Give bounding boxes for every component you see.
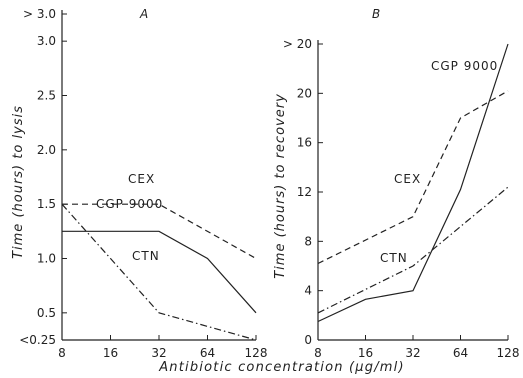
panel-b-series-label-cgp-9000: CGP 9000 bbox=[431, 59, 498, 73]
panel-b-series-cgp-9000 bbox=[317, 43, 509, 323]
panel-b-x-tick-label: 128 bbox=[497, 346, 520, 360]
panel-b-x-tick-label: 64 bbox=[453, 346, 468, 360]
panel-b-y-tick-label: 8 bbox=[304, 234, 312, 248]
panel-b-y-axis-title: Time (hours) to recovery bbox=[273, 93, 288, 279]
panel-a-x-tick-label: 32 bbox=[151, 346, 166, 360]
panel-b-y-tick-label: 12 bbox=[297, 185, 312, 199]
panel-a-series-label-cex: CEX bbox=[128, 172, 155, 186]
panel-b-series-cex bbox=[317, 90, 509, 265]
panel-a-series-cgp-9000 bbox=[62, 230, 257, 314]
panel-b-x-tick-label: 32 bbox=[405, 346, 420, 360]
panel-a-chart: 8 16 32 64 128 <0.25 0.5 1.0 1.5 2.0 2.5 3.0 > 3.0 A T… bbox=[11, 7, 267, 360]
panel-b-y-tick-label: > 20 bbox=[283, 37, 312, 51]
panel-a-y-axis-title: Time (hours) to lysis bbox=[11, 105, 26, 259]
panel-b-x-tick-label: 8 bbox=[314, 346, 322, 360]
panel-a-y-tick-label: 3.0 bbox=[37, 34, 56, 48]
panel-a-label: A bbox=[139, 7, 148, 21]
panel-b-chart: 8 16 32 64 128 0 4 8 12 16 20 > 20 B Time (hours) to … bbox=[273, 7, 519, 360]
panel-a-x-tick-label: 64 bbox=[200, 346, 215, 360]
panel-a-series-cex bbox=[62, 203, 257, 260]
panel-a-series-label-cgp-9000: CGP 9000 bbox=[96, 197, 163, 211]
x-axis-title: Antibiotic concentration (µg/ml) bbox=[158, 360, 405, 375]
panel-a-y-tick-label: 1.5 bbox=[37, 197, 56, 211]
panel-b-series-label-cex: CEX bbox=[394, 172, 421, 186]
panel-a-y-tick-label: <0.25 bbox=[19, 333, 56, 347]
panel-a-y-tick-label: > 3.0 bbox=[23, 7, 56, 21]
panel-a-series-label-ctn: CTN bbox=[132, 249, 160, 263]
panel-b-series-label-ctn: CTN bbox=[380, 251, 408, 265]
panel-a-y-tick-label: 0.5 bbox=[37, 306, 56, 320]
panel-a-y-tick-label: 1.0 bbox=[37, 252, 56, 266]
panel-a-y-tick-label: 2.5 bbox=[37, 89, 56, 103]
panel-b-y-tick-label: 20 bbox=[297, 86, 312, 100]
panel-b-series-ctn bbox=[317, 186, 509, 314]
panel-a-x-tick-label: 16 bbox=[103, 346, 118, 360]
panel-a-x-tick-label: 128 bbox=[245, 346, 268, 360]
panel-a-y-tick-label: 2.0 bbox=[37, 143, 56, 157]
panel-b-y-tick-label: 0 bbox=[304, 333, 312, 347]
panel-b-y-tick-label: 4 bbox=[304, 284, 312, 298]
panel-a-x-tick-label: 8 bbox=[58, 346, 66, 360]
panel-b-label: B bbox=[372, 7, 380, 21]
panel-b-x-tick-label: 16 bbox=[358, 346, 373, 360]
panel-a-series-ctn bbox=[61, 203, 257, 341]
panel-b-y-tick-label: 16 bbox=[297, 136, 312, 150]
